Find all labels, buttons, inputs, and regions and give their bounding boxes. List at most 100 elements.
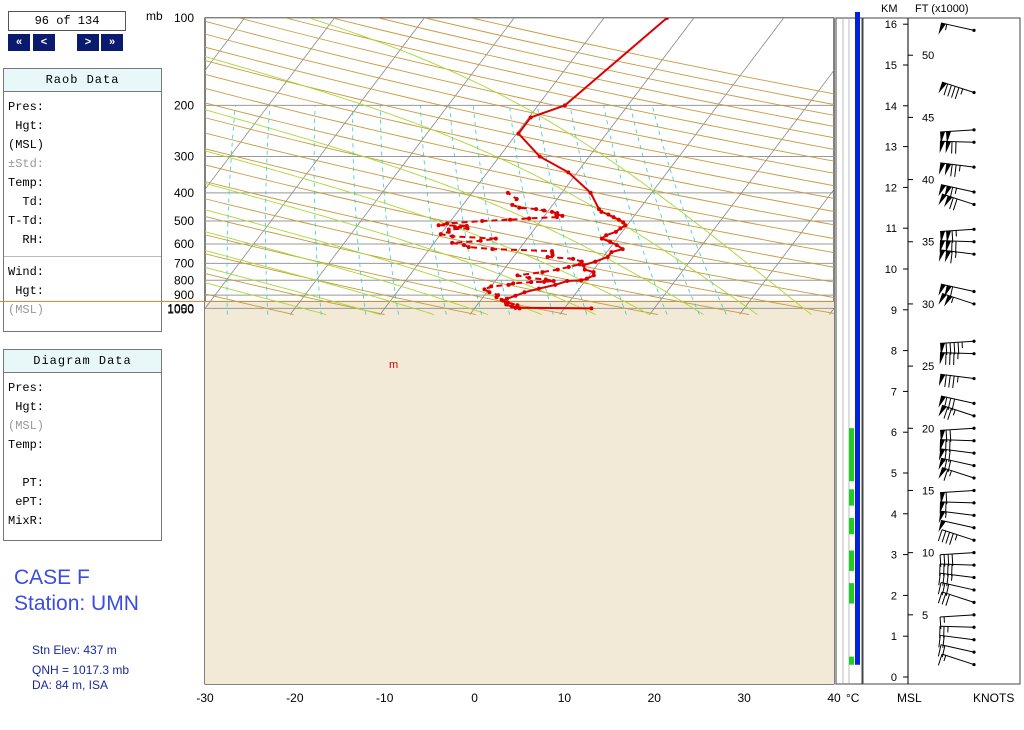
raob-wind-msl-label: (MSL): [8, 303, 45, 317]
temperature-point: [599, 209, 604, 214]
dry-adiabat: [239, 18, 834, 150]
previous-sounding-button[interactable]: <: [33, 34, 55, 51]
pressure-tick-label: 100: [174, 11, 194, 25]
mixing-ratio-line: [509, 105, 554, 315]
dewpoint-point: [505, 300, 510, 305]
cloud-bar-green: [849, 583, 854, 604]
wind-barb: [937, 582, 976, 597]
temperature-point: [609, 250, 614, 255]
temperature-point: [596, 207, 601, 212]
temperature-tick-label: 10: [558, 691, 572, 705]
km-tick-label: 10: [885, 264, 897, 276]
temperature-point: [618, 226, 623, 231]
dewpoint-point: [514, 196, 519, 201]
wind-barb: [938, 519, 976, 533]
cloud-bar-green: [849, 550, 854, 571]
wind-barb: [938, 457, 976, 473]
km-tick-label: 3: [891, 550, 897, 562]
sounding-counter: 96 of 134: [8, 11, 126, 31]
station-density-altitude: DA: 84 m, ISA: [32, 678, 109, 692]
temperature-point: [604, 233, 609, 238]
dewpoint-point: [517, 205, 522, 210]
last-sounding-button[interactable]: »: [101, 34, 123, 51]
diagram-data-title: Diagram Data: [4, 350, 161, 373]
temperature-point: [582, 267, 587, 272]
temperature-point: [664, 18, 669, 20]
pressure-tick-label: 600: [174, 237, 194, 251]
cloud-bar-green: [849, 489, 854, 506]
altitude-ticks: 0123456789101112131415165101520253035404…: [885, 19, 935, 684]
km-label: KM: [881, 3, 898, 15]
diagram-data-panel: Diagram Data Pres: Hgt: (MSL) Temp: PT: …: [3, 349, 162, 541]
dewpoint-point: [489, 284, 494, 289]
wind-barb: [939, 439, 976, 452]
km-tick-label: 11: [886, 223, 897, 235]
dry-adiabat: [205, 46, 834, 187]
dewpoint-point: [506, 282, 511, 287]
wind-barb: [937, 591, 976, 606]
diagram-pt-label: PT:: [8, 476, 45, 490]
wind-barb: [938, 162, 976, 177]
raob-wind-hgt-label: Hgt:: [8, 284, 45, 298]
diagram-pres-label: Pres:: [8, 381, 45, 395]
temperature-point: [620, 247, 625, 252]
pressure-tick-label: 700: [174, 256, 194, 270]
temperature-tick-label: 20: [648, 691, 662, 705]
temperature-point: [581, 263, 586, 268]
ft-tick-label: 25: [922, 361, 934, 373]
wind-barbs: [937, 22, 976, 667]
temperature-point: [589, 306, 594, 311]
moist-adiabat: [205, 266, 381, 316]
dewpoint-point: [511, 281, 516, 286]
km-tick-label: 1: [891, 631, 897, 643]
ft-tick-label: 35: [922, 237, 934, 249]
wind-barb: [938, 184, 976, 199]
wind-barb: [938, 395, 976, 411]
pressure-tick-label: 300: [174, 150, 194, 164]
temperature-tick-label: 0: [471, 691, 478, 705]
moist-adiabat: [205, 282, 327, 316]
dry-adiabat: [205, 117, 834, 254]
diagram-hgt-label: Hgt:: [8, 400, 45, 414]
temperature-point: [579, 278, 584, 283]
temperature-point: [623, 223, 628, 228]
dewpoint-point: [496, 293, 501, 298]
dewpoint-point: [515, 273, 520, 278]
moist-adiabat: [205, 231, 489, 316]
isotherm-line: [739, 188, 834, 315]
km-tick-label: 8: [891, 346, 897, 358]
dry-adiabat: [205, 164, 834, 299]
ft-label: FT (x1000): [915, 3, 969, 15]
case-title: CASE F Station: UMN: [14, 565, 139, 617]
temperature-point: [528, 115, 533, 120]
moist-adiabat: [205, 209, 542, 316]
first-sounding-button[interactable]: «: [8, 34, 30, 51]
cloud-bar-green: [849, 656, 854, 665]
ft-tick-label: 5: [922, 610, 928, 622]
ft-tick-label: 20: [922, 423, 934, 435]
km-tick-label: 9: [891, 305, 897, 317]
dewpoint-point: [493, 236, 498, 241]
dewpoint-point: [508, 217, 513, 222]
dewpoint-point: [527, 216, 532, 221]
pressure-tick-label: 1050: [167, 303, 194, 317]
wind-barb: [939, 613, 976, 629]
dewpoint-point: [549, 209, 554, 214]
dewpoint-point: [551, 279, 556, 284]
station-label: Station: UMN: [14, 592, 139, 615]
ft-tick-label: 40: [922, 175, 934, 187]
mixing-ratio-line: [352, 105, 367, 315]
dewpoint-point: [542, 208, 547, 213]
raob-std-label: ±Std:: [8, 157, 45, 171]
dewpoint-point: [517, 306, 522, 311]
dewpoint-point: [555, 267, 560, 272]
moist-adiabat: [205, 250, 435, 316]
next-sounding-button[interactable]: >: [77, 34, 99, 51]
dewpoint-point: [515, 303, 520, 308]
diagram-mixr-label: MixR:: [8, 514, 45, 528]
ft-tick-label: 10: [922, 548, 934, 560]
msl-label: MSL: [897, 691, 922, 705]
dewpoint-point: [540, 270, 545, 275]
pressure-unit-label: mb: [146, 9, 163, 23]
